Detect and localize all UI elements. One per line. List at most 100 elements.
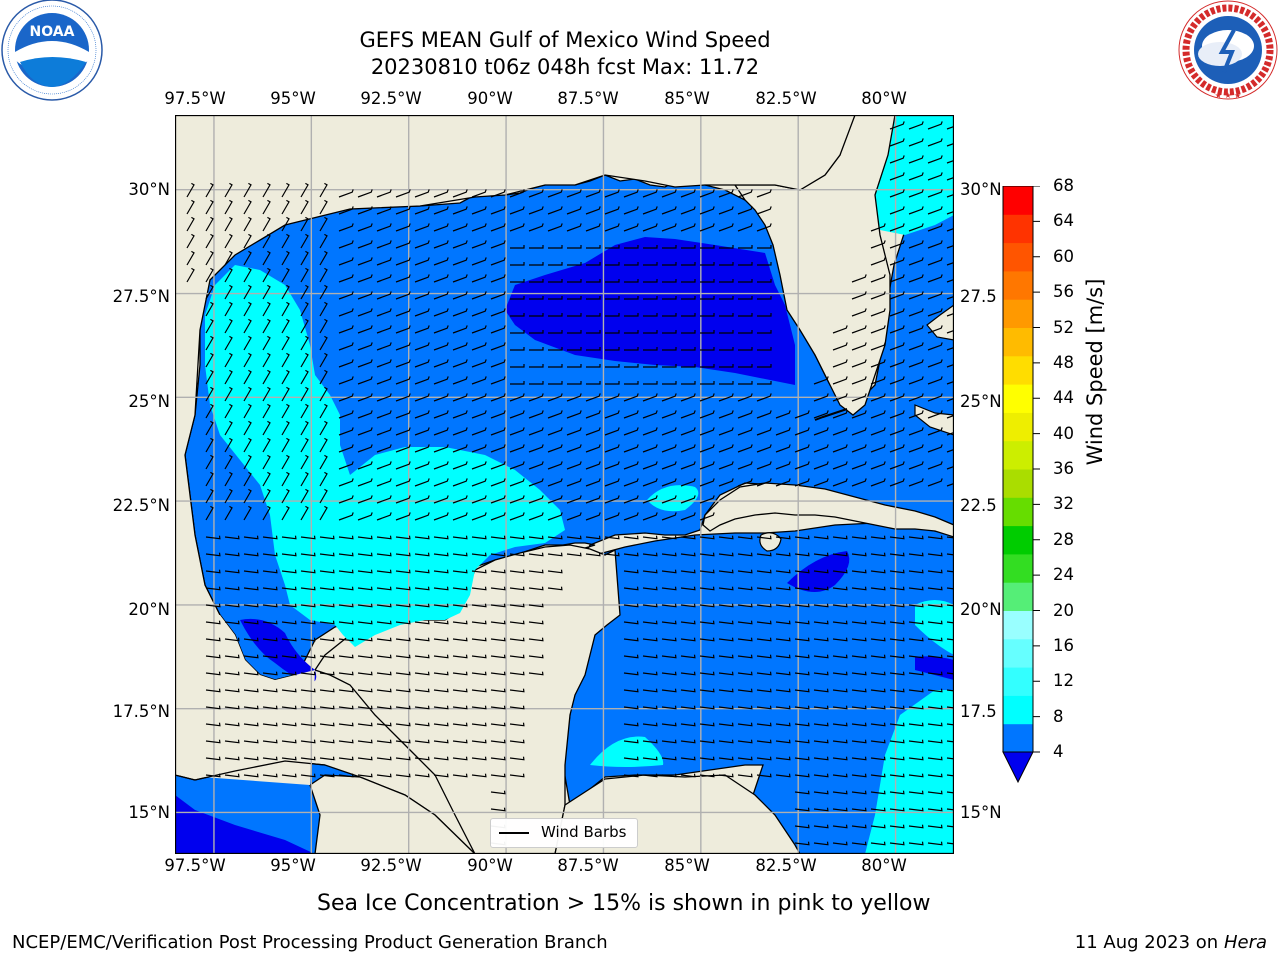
wind-barb — [281, 233, 290, 249]
wind-barb — [624, 262, 639, 266]
wind-barb — [851, 586, 867, 591]
wind-barb — [395, 569, 411, 574]
wind-barb — [300, 437, 309, 453]
wind-barb — [870, 739, 886, 744]
wind-barb — [376, 427, 392, 436]
wind-barb — [908, 807, 924, 812]
wind-barb — [623, 705, 639, 710]
wind-barb — [794, 705, 810, 710]
wind-barb — [281, 705, 297, 710]
wind-barb — [737, 654, 753, 659]
wind-barb — [395, 308, 411, 317]
wind-barb — [605, 381, 620, 385]
wind-barb — [414, 512, 430, 521]
wind-barb — [946, 570, 954, 573]
wind-barb — [946, 621, 954, 624]
wind-barb — [262, 505, 271, 521]
wind-barb — [433, 223, 449, 232]
wind-barb — [851, 807, 867, 812]
wind-barb — [395, 552, 411, 557]
wind-barb — [471, 257, 487, 266]
wind-barb — [813, 824, 829, 829]
wind-barb — [205, 471, 214, 487]
wind-barb — [832, 824, 848, 829]
wind-barb — [510, 245, 525, 249]
wind-barb — [262, 722, 278, 727]
wind-barb — [319, 688, 335, 693]
wind-barb — [433, 342, 449, 351]
wind-barb — [794, 739, 810, 744]
wind-barb — [927, 257, 943, 266]
wind-barb — [529, 245, 544, 249]
wind-barb — [262, 471, 271, 487]
wind-barb — [528, 637, 544, 642]
wind-barb — [281, 199, 290, 215]
wind-barb — [946, 193, 954, 198]
wind-barb — [452, 461, 468, 470]
wind-barb — [832, 376, 848, 385]
wind-barb — [624, 245, 639, 249]
wind-barb — [509, 512, 525, 521]
wind-barb — [566, 512, 582, 521]
wind-barb — [927, 274, 943, 283]
wind-barb — [908, 342, 924, 351]
wind-barb — [243, 437, 252, 453]
wind-barb — [889, 637, 905, 642]
wind-barb — [813, 569, 829, 574]
wind-barb — [490, 410, 506, 419]
wind-barb — [433, 444, 449, 453]
wind-barb — [528, 603, 544, 608]
wind-barb — [567, 347, 582, 351]
wind-barb — [851, 376, 867, 385]
wind-barb — [832, 807, 848, 812]
wind-barb — [832, 444, 848, 453]
wind-barb — [794, 603, 810, 608]
wind-barb — [281, 267, 290, 283]
wind-barb — [623, 461, 639, 470]
wind-8-12-west — [205, 265, 565, 647]
wind-barb — [490, 512, 506, 521]
wind-barb — [927, 671, 943, 676]
wind-barb — [623, 189, 639, 198]
wind-barb — [471, 376, 487, 385]
wind-barb — [300, 352, 309, 368]
wind-barb — [224, 369, 233, 385]
wind-barb — [623, 688, 639, 693]
wind-barb — [224, 569, 240, 574]
wind-barb — [547, 393, 563, 402]
wind-barb — [851, 444, 867, 453]
wind-barb — [870, 824, 886, 829]
wind-barb — [300, 182, 309, 198]
wind-barb — [718, 461, 734, 470]
wind-barb — [414, 654, 430, 659]
wind-barb — [376, 206, 392, 215]
wind-barb — [433, 393, 449, 402]
wind-barb — [719, 381, 734, 385]
wind-barb — [471, 773, 487, 778]
wind-barb — [642, 756, 658, 761]
wind-barb — [586, 313, 601, 317]
wind-barb — [452, 586, 468, 591]
wind-barb — [756, 603, 772, 608]
wind-barb — [794, 637, 810, 642]
wind-barb — [300, 739, 316, 744]
wind-barb — [623, 444, 639, 453]
wind-barb — [414, 410, 430, 419]
wind-barb — [395, 688, 411, 693]
wind-barb — [205, 620, 221, 625]
wind-barb — [623, 654, 639, 659]
lat-tick-right: 20°N — [960, 600, 1002, 619]
wind-barb — [414, 359, 430, 368]
wind-barb — [756, 705, 772, 710]
wind-barb — [623, 620, 639, 625]
map-subtitle: 20230810 t06z 048h fcst Max: 11.72 — [370, 55, 760, 79]
wind-barb — [490, 552, 506, 557]
wind-barb — [338, 444, 354, 453]
wind-barb — [471, 410, 487, 419]
wind-barb — [414, 257, 430, 266]
wind-barb — [300, 603, 316, 608]
wind-barb — [946, 244, 954, 249]
wind-barb — [567, 245, 582, 249]
wind-barb — [471, 603, 487, 608]
wind-barb — [509, 393, 525, 402]
